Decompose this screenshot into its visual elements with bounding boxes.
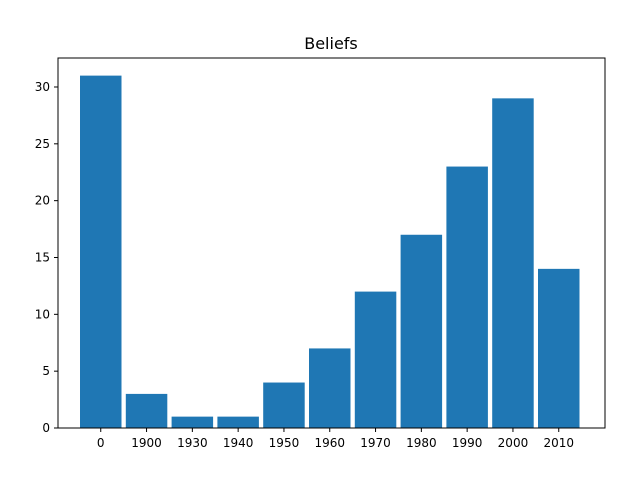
bar-0 xyxy=(80,75,122,428)
y-tick-label-15: 15 xyxy=(35,250,50,264)
bar-1900 xyxy=(125,393,168,428)
x-tick-label-1900: 1900 xyxy=(131,436,162,450)
x-tick-label-1930: 1930 xyxy=(177,436,208,450)
bar-2010 xyxy=(538,268,580,428)
x-tick-label-1940: 1940 xyxy=(223,436,254,450)
bar-1990 xyxy=(446,166,488,428)
bar-1930 xyxy=(171,416,214,428)
x-tick-label-1990: 1990 xyxy=(452,436,483,450)
bar-2000 xyxy=(492,98,534,428)
x-tick-label-1970: 1970 xyxy=(360,436,391,450)
y-tick-label-25: 25 xyxy=(35,137,50,151)
x-tick-label-2000: 2000 xyxy=(498,436,529,450)
bar-1940 xyxy=(217,416,259,428)
chart-title: Beliefs xyxy=(304,34,358,53)
bar-1960 xyxy=(309,348,351,428)
x-tick-label-0: 0 xyxy=(97,436,105,450)
bar-1970 xyxy=(354,291,397,428)
y-tick-label-10: 10 xyxy=(35,307,50,321)
x-tick-label-1950: 1950 xyxy=(269,436,300,450)
y-axis-ticks: 0 5 10 15 20 25 30 xyxy=(35,80,58,435)
bars-group xyxy=(80,75,580,428)
y-tick-label-0: 0 xyxy=(42,421,50,435)
y-tick-label-20: 20 xyxy=(35,194,50,208)
x-tick-label-1980: 1980 xyxy=(406,436,437,450)
y-tick-label-5: 5 xyxy=(42,364,50,378)
x-tick-label-2010: 2010 xyxy=(543,436,574,450)
x-tick-label-1960: 1960 xyxy=(314,436,345,450)
bar-1950 xyxy=(263,382,305,428)
plot-frame xyxy=(57,57,606,429)
bar-1980 xyxy=(400,234,443,428)
y-tick-label-30: 30 xyxy=(35,80,50,94)
x-axis-ticks: 0 1900 1930 1940 1950 1960 1970 1980 1990 2000 201… xyxy=(97,428,574,450)
